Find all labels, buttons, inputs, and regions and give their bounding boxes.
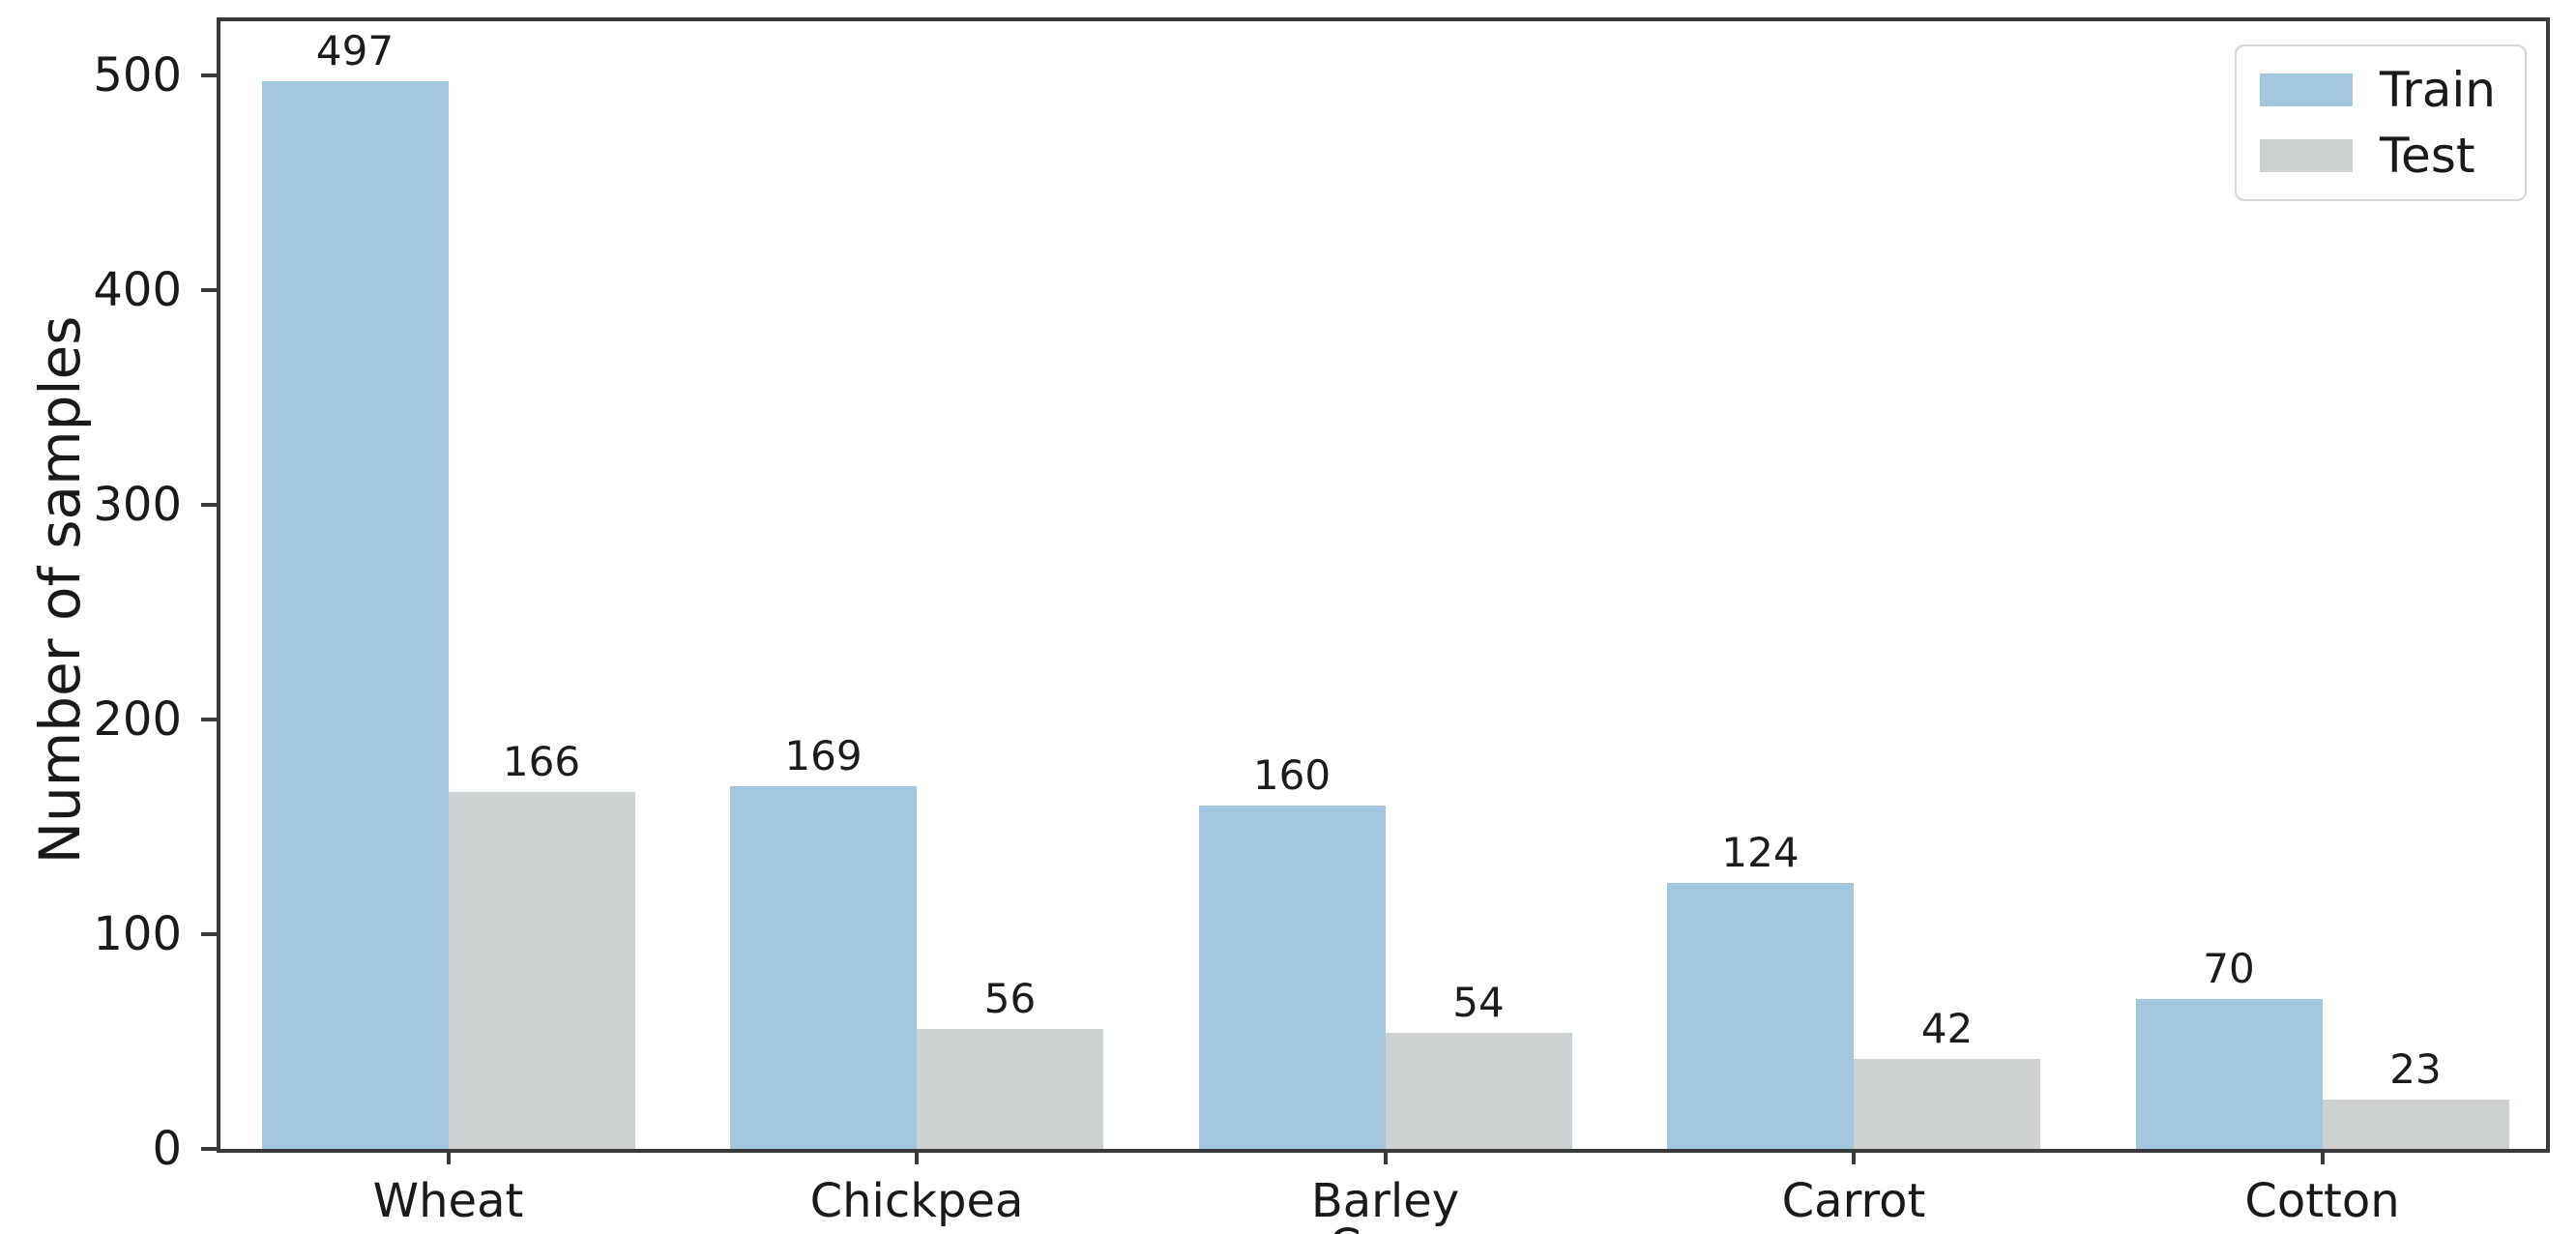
y-tick-label: 500 xyxy=(93,47,182,103)
x-category-label-carrot: Carrot xyxy=(1781,1174,1926,1228)
y-tick-mark xyxy=(201,502,217,507)
bar-value-label: 42 xyxy=(1920,1004,1974,1052)
y-tick-label: 200 xyxy=(93,691,182,747)
bar-train-chickpea xyxy=(730,785,917,1149)
bar-value-label: 169 xyxy=(784,731,863,779)
x-axis-title: Crop xyxy=(1238,1219,1528,1234)
y-tick-label: 400 xyxy=(93,262,182,317)
bar-value-label: 160 xyxy=(1252,750,1332,799)
bar-value-label: 124 xyxy=(1721,828,1800,876)
legend-item-test: Test xyxy=(2260,132,2496,180)
legend-item-train: Train xyxy=(2260,66,2496,114)
bar-value-label: 54 xyxy=(1452,979,1505,1027)
bar-test-chickpea xyxy=(917,1028,1103,1149)
bar-train-cotton xyxy=(2135,998,2323,1149)
bar-train-wheat xyxy=(261,81,449,1149)
bar-train-carrot xyxy=(1667,882,1854,1149)
y-tick-label: 100 xyxy=(93,906,182,961)
bar-test-wheat xyxy=(448,792,635,1149)
x-tick-mark xyxy=(2320,1149,2325,1164)
y-tick-mark xyxy=(201,73,217,77)
y-tick-mark xyxy=(201,1147,217,1151)
y-tick-mark xyxy=(201,287,217,292)
legend: Train Test xyxy=(2235,44,2527,201)
bar-value-label: 56 xyxy=(983,974,1037,1022)
bar-train-barley xyxy=(1198,805,1386,1149)
y-axis-title: Number of samples xyxy=(27,315,93,865)
bar-value-label: 23 xyxy=(2389,1044,2442,1093)
y-tick-label: 300 xyxy=(93,477,182,532)
bar-value-label: 497 xyxy=(315,27,395,75)
test-color-swatch xyxy=(2260,139,2354,172)
bar-test-cotton xyxy=(2322,1099,2509,1149)
x-tick-mark xyxy=(915,1149,919,1164)
bar-test-barley xyxy=(1385,1033,1572,1149)
bar-test-carrot xyxy=(1854,1058,2040,1149)
y-tick-mark xyxy=(201,717,217,721)
y-tick-mark xyxy=(201,931,217,936)
x-tick-mark xyxy=(1852,1149,1856,1164)
legend-label-test: Test xyxy=(2380,128,2475,184)
x-category-label-cotton: Cotton xyxy=(2244,1174,2400,1228)
x-tick-mark xyxy=(1383,1149,1388,1164)
x-tick-mark xyxy=(446,1149,451,1164)
x-category-label-wheat: Wheat xyxy=(372,1174,524,1228)
bar-value-label: 166 xyxy=(502,738,581,786)
train-color-swatch xyxy=(2260,73,2354,106)
x-category-label-barley: Barley xyxy=(1310,1174,1460,1228)
y-tick-label: 0 xyxy=(152,1122,182,1176)
plot-area: Train Test 0 100 200 300 400 500 Wheat 497 166 Ch… xyxy=(93,17,2550,1228)
legend-label-train: Train xyxy=(2380,62,2496,118)
bar-value-label: 70 xyxy=(2203,944,2255,992)
x-category-label-chickpea: Chickpea xyxy=(809,1174,1024,1228)
